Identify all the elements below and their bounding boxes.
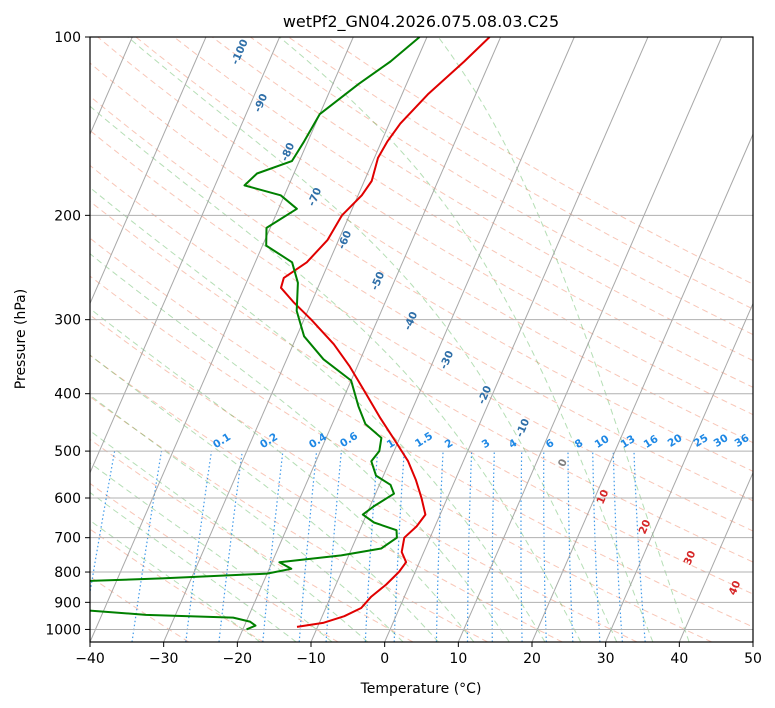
chart-title: wetPf2_GN04.2026.075.08.03.C25 [283,12,559,32]
x-tick-label: −10 [296,651,326,667]
y-tick-label: 500 [54,444,81,460]
moist-adiabat-line [437,37,690,642]
isotherm-line [605,302,753,642]
y-tick-label: 900 [54,595,81,611]
x-tick-label: −40 [75,651,105,667]
y-tick-label: 700 [54,531,81,547]
dry-adiabat-line [90,164,753,563]
dry-adiabat-line [90,354,563,642]
moist-adiabat-line [90,519,261,642]
y-tick-label: 800 [54,565,81,581]
dry-adiabat-line [250,37,753,336]
moist-adiabat-line [90,105,582,642]
moist-adiabat-line [90,430,369,642]
temperature-profile-line [280,37,491,628]
labels-layer: -100-90-80-70-60-50-40-30-20-10010203040… [45,30,762,667]
moist-adiabat-line [90,462,333,642]
moist-adiabat-line [90,308,475,642]
x-axis-label: Temperature (°C) [360,681,482,697]
mixing-ratio-line [218,451,243,642]
isotherm-line [236,37,502,642]
moist-adiabat-line [127,37,618,642]
dry-adiabat-line [97,37,753,444]
isotherm-line [384,37,649,642]
isotherm-label: 40 [727,579,744,597]
dry-adiabat-line [90,200,753,595]
x-tick-label: 10 [449,651,467,667]
x-tick-label: −20 [223,651,253,667]
dry-adiabat-line [90,62,753,472]
isotherm-label: 0 [556,457,570,468]
y-tick-label: 300 [54,313,81,329]
y-tick-label: 1000 [45,622,81,638]
isotherm-line [90,37,207,305]
plot-area [90,37,753,642]
isotherm-line [310,37,575,642]
isotherm-line [90,37,281,474]
moist-adiabat-line [90,354,439,642]
dry-adiabat-line [90,129,753,532]
moist-adiabat-line [90,186,546,642]
x-tick-label: 40 [670,651,688,667]
dry-adiabat-line [90,237,753,628]
moist-adiabat-line [279,37,654,642]
isotherm-line [678,471,753,642]
isotherm-line [531,132,753,642]
dry-adiabat-line [90,314,638,642]
isotherm-label: 30 [682,549,699,567]
dry-adiabat-line [326,37,753,285]
mixing-ratio-line [90,450,116,597]
y-tick-label: 100 [54,30,81,46]
x-tick-label: −30 [149,651,179,667]
y-axis-label: Pressure (hPa) [13,289,29,389]
x-tick-label: 30 [597,651,615,667]
isotherm-line [457,37,723,642]
y-tick-label: 200 [54,208,81,224]
x-tick-label: 0 [380,651,389,667]
isotherm-label: 20 [637,518,654,536]
dry-adiabat-line [90,482,339,642]
x-tick-label: 50 [744,651,762,667]
isotherm-line [90,37,354,642]
dewpoint-profile-line [90,37,421,631]
y-tick-label: 600 [54,491,81,507]
mixing-ratio-line [185,451,213,642]
mixing-ratio-line [131,451,163,642]
isotherm-line [163,37,428,642]
x-tick-label: 20 [523,651,541,667]
y-tick-label: 400 [54,387,81,403]
dry-adiabat-line [288,37,753,310]
plot-frame [89,36,754,643]
isotherm-label: 10 [595,488,612,506]
